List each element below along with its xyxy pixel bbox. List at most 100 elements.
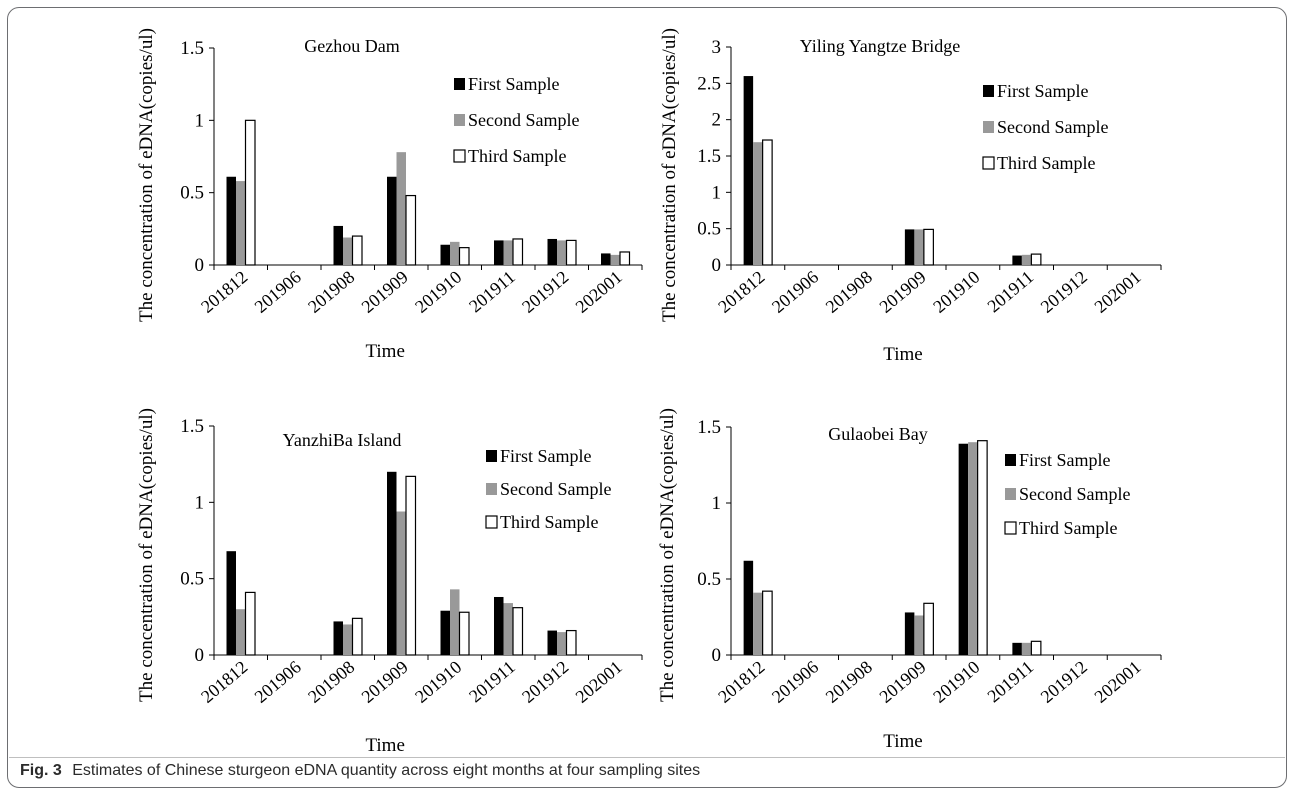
figure-frame <box>7 7 1287 788</box>
x-tick-label: 201909 <box>875 657 929 707</box>
figure-label: Fig. 3 <box>20 762 62 779</box>
x-tick-label: 202001 <box>572 657 626 707</box>
y-tick-label: 2 <box>712 110 722 131</box>
x-tick-label: 201812 <box>714 267 768 317</box>
legend-label: First Sample <box>468 74 560 94</box>
bar-first-sample <box>904 229 915 265</box>
legend-swatch-second <box>486 483 497 495</box>
x-tick-label: 201906 <box>251 267 305 317</box>
legend-swatch-second <box>454 114 465 126</box>
bar-third-sample <box>351 235 363 266</box>
x-tick-label: 202001 <box>1090 267 1144 317</box>
x-tick-label: 201906 <box>768 267 822 317</box>
bar-second-sample <box>236 181 246 265</box>
x-tick-label: 201909 <box>875 267 929 317</box>
bar-first-sample <box>333 621 343 655</box>
y-tick-label: 1.5 <box>180 38 204 59</box>
bar-third-sample <box>565 629 577 656</box>
legend-label: First Sample <box>997 81 1089 101</box>
legend-label: First Sample <box>1019 450 1111 470</box>
x-tick-label: 201911 <box>465 267 519 317</box>
bar-third-sample <box>565 239 577 266</box>
x-tick-label: 201911 <box>983 267 1037 317</box>
legend-swatch-first <box>454 78 465 90</box>
y-axis-label: The concentration of eDNA(copies/ul) <box>657 408 678 702</box>
bar-first-sample <box>743 76 754 265</box>
bar-second-sample <box>450 589 460 655</box>
bar-second-sample <box>396 152 406 265</box>
legend-swatch-first <box>1005 454 1016 466</box>
legend-label: Third Sample <box>468 146 566 166</box>
bar-third-sample <box>244 591 256 656</box>
x-tick-label: 201908 <box>822 657 876 707</box>
legend-swatch-third <box>1004 521 1017 535</box>
x-tick-label: 201812 <box>714 657 768 707</box>
y-tick-label: 0.5 <box>697 219 721 240</box>
y-axis-label: The concentration of eDNA(copies/ul) <box>659 28 680 322</box>
legend-label: Second Sample <box>997 117 1108 137</box>
y-tick-label: 0 <box>195 645 205 666</box>
legend-swatch-third <box>485 515 498 529</box>
y-tick-label: 1 <box>195 110 205 131</box>
legend-label: Second Sample <box>1019 484 1130 504</box>
bar-first-sample <box>387 471 397 655</box>
bar-second-sample <box>343 624 353 655</box>
bar-third-sample <box>1030 640 1042 656</box>
bar-second-sample <box>450 241 460 265</box>
bar-second-sample <box>557 632 567 655</box>
y-tick-label: 0.5 <box>180 569 204 590</box>
x-tick-label: 201812 <box>197 657 251 707</box>
x-tick-label: 201910 <box>929 267 983 317</box>
bar-third-sample <box>405 194 417 266</box>
x-tick-label: 201909 <box>358 267 412 317</box>
y-tick-label: 1.5 <box>697 417 721 438</box>
y-tick-label: 1 <box>712 182 722 203</box>
x-tick-label: 201906 <box>251 657 305 707</box>
y-tick-label: 1 <box>195 492 205 513</box>
chart-title: Yiling Yangtze Bridge <box>800 36 961 56</box>
chart-title: Gulaobei Bay <box>828 424 927 444</box>
bar-first-sample <box>226 551 236 655</box>
legend-swatch-second <box>1005 488 1016 500</box>
bar-first-sample <box>494 596 504 655</box>
chart-title: Gezhou Dam <box>304 36 399 56</box>
x-tick-label: 201908 <box>304 657 358 707</box>
y-tick-label: 2.5 <box>697 73 721 94</box>
x-axis-label: Time <box>365 735 404 756</box>
bar-second-sample <box>557 240 567 265</box>
x-tick-label: 201912 <box>1037 267 1091 317</box>
x-tick-label: 201909 <box>358 657 412 707</box>
bar-first-sample <box>601 253 611 265</box>
legend-swatch-first <box>983 85 994 97</box>
y-axis-label: The concentration of eDNA(copies/ul) <box>136 408 157 702</box>
bar-first-sample <box>547 238 557 265</box>
x-tick-label: 201910 <box>411 657 465 707</box>
x-tick-label: 201910 <box>411 267 465 317</box>
x-tick-label: 201912 <box>518 657 572 707</box>
bar-second-sample <box>753 592 763 655</box>
y-tick-label: 1 <box>712 493 722 514</box>
x-tick-label: 201911 <box>465 657 519 707</box>
y-axis-label: The concentration of eDNA(copies/ul) <box>136 28 157 322</box>
bar-third-sample <box>351 617 363 656</box>
x-tick-label: 201908 <box>822 267 876 317</box>
bar-third-sample <box>923 602 934 656</box>
legend-label: First Sample <box>500 446 592 466</box>
x-tick-label: 201906 <box>768 657 822 707</box>
bar-third-sample <box>977 440 988 656</box>
bar-third-sample <box>244 119 256 266</box>
bar-first-sample <box>333 225 343 265</box>
bar-first-sample <box>494 240 504 265</box>
legend-label: Third Sample <box>1019 518 1117 538</box>
x-tick-label: 201912 <box>518 267 572 317</box>
legend-label: Second Sample <box>500 479 611 499</box>
x-tick-label: 201912 <box>1037 657 1091 707</box>
bar-third-sample <box>762 590 773 656</box>
figure-caption: Fig. 3 Estimates of Chinese sturgeon eDN… <box>20 762 1280 784</box>
bar-first-sample <box>904 612 915 655</box>
x-axis-label: Time <box>365 341 404 362</box>
x-tick-label: 202001 <box>572 267 626 317</box>
legend-swatch-first <box>486 450 497 462</box>
legend-swatch-second <box>983 121 994 133</box>
